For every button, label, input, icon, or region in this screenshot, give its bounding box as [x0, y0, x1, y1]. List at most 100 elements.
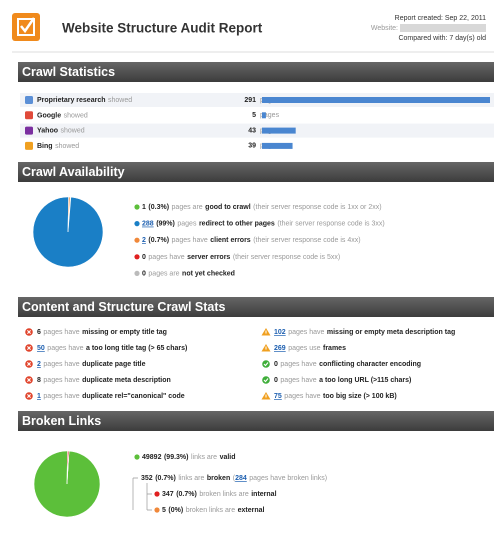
text-part: 0: [142, 254, 146, 261]
text-part: pages use: [288, 345, 320, 352]
page-count: 43: [248, 127, 256, 134]
text-part: 269: [274, 345, 286, 352]
item-text: 0 pages are not yet checked: [142, 270, 235, 277]
pie-slice: [67, 196, 71, 233]
bullet: [134, 270, 140, 276]
text-part: 102: [274, 329, 286, 336]
item-text: 288 (99%) pages redirect to other pages (the…: [142, 220, 385, 227]
text-part: (: [233, 475, 236, 482]
text-part: 288: [142, 220, 154, 227]
text-part: (0.3%): [148, 204, 169, 211]
text-part: 49892: [142, 454, 162, 461]
ok-icon: [262, 360, 270, 368]
x-mark: [27, 330, 31, 334]
text-part: pages have: [148, 254, 184, 261]
text-part: 2: [37, 361, 41, 368]
item-text: 102 pages have missing or empty meta descr…: [274, 329, 455, 336]
text-part: 0: [274, 377, 278, 384]
section-header: [18, 297, 494, 317]
report-title: Website Structure Audit Report: [62, 21, 263, 36]
item-text: 0 pages have server errors (their server re…: [142, 254, 340, 261]
text-part: Yahoo: [37, 127, 58, 134]
text-part: missing or empty title tag: [82, 329, 167, 336]
text-part: a too long title tag (> 65 chars): [86, 345, 187, 352]
section-title: Crawl Availability: [22, 165, 125, 179]
text-part: Proprietary research: [37, 97, 105, 104]
text-part: broken links are: [199, 491, 249, 498]
engine-name: Yahoo showed: [37, 127, 85, 134]
row-bg: [20, 93, 494, 107]
text-part: 284: [235, 475, 247, 482]
item-text: 352 (0.7%) links are broken (284 pages have b…: [141, 475, 327, 482]
text-part: pages have: [43, 377, 79, 384]
text-part: 347: [162, 491, 174, 498]
item-text: 50 pages have a too long title tag (> 65 c…: [37, 345, 187, 352]
text-part: showed: [64, 112, 88, 119]
text-part: broken: [207, 475, 230, 482]
bullet: [134, 237, 140, 243]
item-text: 269 pages use frames: [274, 345, 346, 352]
item-text: 2 (0.7%) pages have client errors (their ser…: [142, 237, 361, 244]
logo-box: [17, 18, 35, 36]
bar: [262, 112, 266, 119]
text-part: (their server response code is 1xx or 2x…: [253, 204, 381, 211]
row-bg: [20, 123, 494, 138]
compared-with: Compared with: 7 day(s) old: [398, 35, 486, 42]
x-mark: [27, 394, 31, 398]
report-created: Report created: Sep 22, 2011: [395, 15, 486, 22]
text-part: broken links are: [186, 507, 236, 514]
bullet: [134, 204, 140, 210]
check-mark: [263, 362, 269, 367]
text-part: Google: [37, 112, 61, 119]
text-part: showed: [61, 127, 85, 134]
text-part: pages are: [148, 270, 179, 277]
bar: [262, 97, 490, 103]
text-part: conflicting character encoding: [319, 361, 421, 368]
x-mark: [27, 378, 31, 382]
unit: pages: [260, 112, 280, 119]
text-part: pages have: [288, 329, 324, 336]
text-part: showed: [108, 97, 132, 104]
text-part: (0.7%): [148, 237, 169, 244]
text-part: 6: [37, 329, 41, 336]
text-part: 50: [37, 345, 45, 352]
text-part: (their server response code is 3xx): [277, 220, 384, 227]
x-mark: [27, 362, 31, 366]
item-text: 2 pages have duplicate page title: [37, 361, 146, 368]
text-part: pages have: [43, 361, 79, 368]
engine-icon: [25, 96, 33, 104]
text-part: pages are: [172, 204, 203, 211]
text-part: pages have: [47, 345, 83, 352]
section-title: Broken Links: [22, 414, 101, 428]
section-title: Content and Structure Crawl Stats: [22, 300, 226, 314]
section-header: [18, 411, 494, 431]
text-part: server errors: [187, 254, 230, 261]
text-part: 1: [142, 204, 146, 211]
bar: [262, 127, 296, 134]
text-part: (their server response code is 4xx): [253, 237, 360, 244]
text-part: pages have: [43, 393, 79, 400]
text-part: 75: [274, 393, 282, 400]
text-part: pages have: [172, 237, 208, 244]
engine-icon: [25, 126, 33, 135]
text-part: pages: [177, 220, 197, 227]
text-part: (0%): [168, 507, 183, 514]
website-box: [400, 24, 486, 32]
text-part: not yet checked: [182, 270, 235, 277]
text-part: 352: [141, 475, 153, 482]
text-part: a too long URL (>115 chars): [319, 377, 411, 384]
text-part: 0: [274, 361, 278, 368]
text-part: (their server response code is 5xx): [233, 254, 340, 261]
text-part: (99%): [156, 220, 175, 227]
text-part: frames: [323, 345, 346, 352]
ok-icon: [262, 376, 270, 384]
page-count: 291: [244, 97, 256, 104]
x-mark: [27, 346, 31, 350]
text-part: duplicate meta description: [82, 377, 171, 384]
text-part: Bing: [37, 143, 53, 150]
item-text: 49892 (99.3%) links are valid: [142, 454, 236, 461]
text-part: (0.7%): [176, 491, 197, 498]
item-text: 8 pages have duplicate meta description: [37, 377, 171, 384]
text-part: duplicate rel="canonical" code: [82, 393, 185, 400]
bullet: [154, 507, 160, 513]
